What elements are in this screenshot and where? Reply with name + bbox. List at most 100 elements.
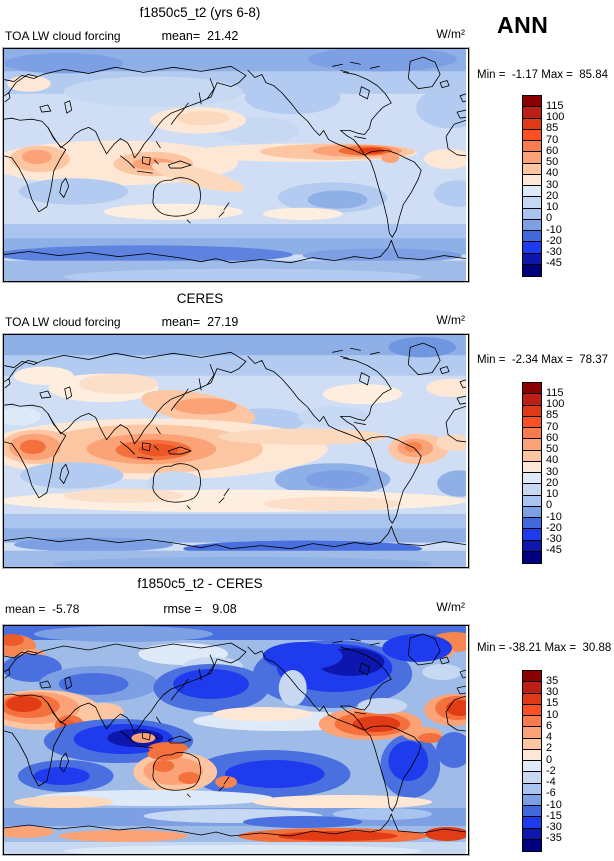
- panel2-mean-label: mean= 27.19: [161, 315, 239, 329]
- panel2-unit-label: W/m²: [436, 313, 465, 327]
- colorbar-box: [523, 253, 541, 265]
- colorbar-tick-label: 100: [546, 111, 565, 123]
- colorbar-tick-label: 60: [546, 431, 559, 444]
- colorbar-box: [523, 828, 541, 840]
- obs-contour-map: [4, 335, 466, 567]
- colorbar-box: [523, 450, 541, 462]
- colorbar-tick-label: 50: [546, 156, 559, 168]
- colorbar-tick-label: 100: [546, 398, 565, 410]
- colorbar-box: [523, 394, 541, 406]
- colorbar-box: [523, 208, 541, 220]
- colorbar-tick-label: 0: [546, 499, 553, 512]
- panel2-colorbar: [522, 382, 542, 564]
- colorbar-tick-label: -35: [546, 832, 562, 845]
- colorbar-box: [523, 219, 541, 231]
- colorbar-tick-label: 85: [546, 122, 559, 135]
- colorbar-box: [523, 506, 541, 518]
- colorbar-tick-label: 40: [546, 167, 559, 180]
- colorbar-box: [523, 186, 541, 198]
- panel3-map: [2, 624, 470, 856]
- colorbar-tick-label: 70: [546, 420, 559, 433]
- colorbar-box: [523, 738, 541, 750]
- panel2-variable-label: TOA LW cloud forcing: [5, 315, 121, 329]
- colorbar-box: [523, 693, 541, 705]
- colorbar-box: [523, 794, 541, 806]
- colorbar-tick-label: 0: [546, 212, 553, 225]
- colorbar-tick-label: 35: [546, 674, 559, 687]
- colorbar-box: [523, 671, 541, 683]
- colorbar-tick-label: 60: [546, 144, 559, 157]
- difference-contour-map: [4, 626, 466, 854]
- colorbar-tick-label: -10: [546, 510, 562, 523]
- colorbar-box: [523, 817, 541, 829]
- colorbar-tick-label: 115: [546, 386, 564, 399]
- colorbar-tick-label: 0: [546, 753, 553, 766]
- colorbar-box: [523, 839, 541, 851]
- colorbar-tick-label: 20: [546, 189, 559, 202]
- colorbar-box: [523, 129, 541, 141]
- colorbar-box: [523, 704, 541, 716]
- panel1-minmax: Min = -1.17 Max = 85.84: [477, 69, 609, 81]
- colorbar-tick-label: -20: [546, 234, 562, 247]
- colorbar-tick-label: 4: [546, 731, 553, 743]
- colorbar-tick-label: -30: [546, 246, 562, 258]
- colorbar-box: [523, 141, 541, 153]
- panel3-colorbar-labels: 35 30 15 10 6 4 2 0 -2 -4 -6 -10 -15 -30 -35: [546, 670, 590, 852]
- panel1-colorbar: [522, 95, 542, 277]
- colorbar-box: [523, 152, 541, 164]
- colorbar-tick-label: 30: [546, 178, 559, 191]
- colorbar-tick-label: -6: [546, 787, 556, 800]
- panel2-colorbar-labels: 115 100 85 70 60 50 40 30 20 10 0 -10 -20 -30 -45: [546, 382, 590, 564]
- model-contour-map: [4, 49, 466, 281]
- colorbar-box: [523, 461, 541, 473]
- colorbar-tick-label: -4: [546, 776, 556, 788]
- colorbar-box: [523, 242, 541, 254]
- colorbar-box: [523, 682, 541, 694]
- colorbar-box: [523, 197, 541, 209]
- colorbar-box: [523, 96, 541, 108]
- panel3-colorbar: [522, 670, 542, 852]
- colorbar-box: [523, 174, 541, 186]
- colorbar-box: [523, 383, 541, 395]
- panel1-colorbar-labels: 115 100 85 70 60 50 40 30 20 10 0 -10 -20 -30 -45: [546, 95, 590, 277]
- colorbar-tick-label: 6: [546, 719, 553, 732]
- panel3-rmse-label: rmse = 9.08: [163, 602, 237, 616]
- colorbar-box: [523, 484, 541, 496]
- panel2-map: [2, 333, 470, 569]
- colorbar-tick-label: -10: [546, 223, 562, 236]
- colorbar-tick-label: -30: [546, 821, 562, 833]
- colorbar-box: [523, 551, 541, 563]
- colorbar-box: [523, 428, 541, 440]
- colorbar-tick-label: -45: [546, 544, 562, 557]
- colorbar-box: [523, 749, 541, 761]
- colorbar-box: [523, 540, 541, 552]
- colorbar-tick-label: -20: [546, 521, 562, 534]
- colorbar-box: [523, 772, 541, 784]
- colorbar-tick-label: -45: [546, 257, 562, 270]
- colorbar-box: [523, 518, 541, 530]
- colorbar-box: [523, 107, 541, 119]
- colorbar-box: [523, 264, 541, 276]
- colorbar-box: [523, 118, 541, 130]
- panel1-title: f1850c5_t2 (yrs 6-8): [139, 5, 261, 20]
- colorbar-tick-label: -15: [546, 809, 562, 822]
- colorbar-box: [523, 716, 541, 728]
- colorbar-box: [523, 439, 541, 451]
- colorbar-box: [523, 416, 541, 428]
- panel1-variable-label: TOA LW cloud forcing: [5, 29, 121, 43]
- colorbar-box: [523, 495, 541, 507]
- colorbar-tick-label: 10: [546, 708, 559, 721]
- colorbar-tick-label: 50: [546, 443, 559, 455]
- colorbar-tick-label: 30: [546, 686, 559, 698]
- colorbar-box: [523, 163, 541, 175]
- colorbar-tick-label: -30: [546, 533, 562, 545]
- panel1-mean-label: mean= 21.42: [161, 29, 239, 43]
- colorbar-tick-label: 115: [546, 99, 564, 112]
- panel3-mean-label: mean = -5.78: [5, 602, 80, 616]
- colorbar-tick-label: 30: [546, 465, 559, 478]
- panel3-title: f1850c5_t2 - CERES: [137, 576, 263, 591]
- colorbar-tick-label: -2: [546, 764, 556, 777]
- panel2-minmax: Min = -2.34 Max = 78.37: [477, 354, 609, 366]
- colorbar-box: [523, 405, 541, 417]
